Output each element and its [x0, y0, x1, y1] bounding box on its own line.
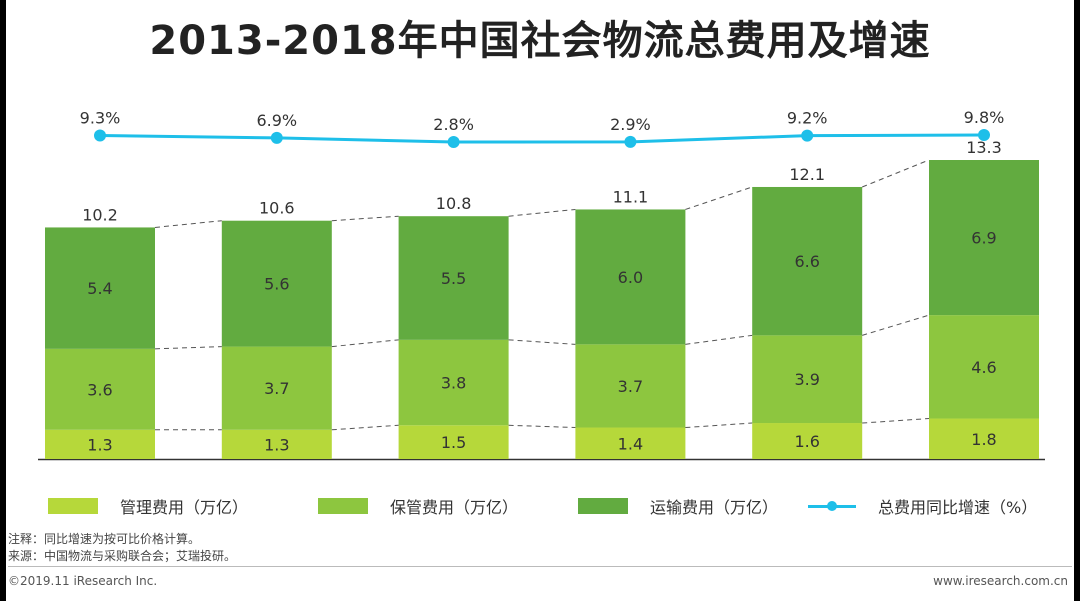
connector-transport-2016-2017 [685, 186, 753, 210]
growth-label-2013: 9.3% [80, 109, 121, 128]
chart-title: 2013-2018年中国社会物流总费用及增速 [149, 18, 931, 64]
value-label-transport-2016: 6.0 [618, 268, 643, 287]
growth-label-2014: 6.9% [256, 111, 297, 130]
bar-management-2017 [752, 423, 863, 459]
value-label-storage-2018: 4.6 [971, 358, 996, 377]
left-edge-strip [0, 0, 6, 601]
connector-storage-2015-2016 [508, 339, 576, 345]
growth-marker-2017 [801, 129, 814, 142]
growth-label-2016: 2.9% [610, 115, 651, 134]
bar-storage-2014 [221, 346, 332, 430]
growth-label-2018: 9.8% [964, 108, 1005, 127]
legend-item-storage: 保管费用（万亿） [318, 494, 518, 518]
value-label-management-2015: 1.5 [441, 433, 466, 452]
growth-marker-2018 [978, 129, 990, 141]
value-label-storage-2014: 3.7 [264, 379, 289, 398]
bar-storage-2017 [752, 335, 863, 424]
connector-management-2015-2016 [508, 424, 576, 429]
bar-management-2014 [221, 429, 332, 459]
total-label-2017: 12.1 [789, 165, 825, 184]
legend-label-storage: 保管费用（万亿） [390, 498, 519, 517]
bar-transport-2018 [929, 160, 1039, 316]
value-label-management-2017: 1.6 [794, 432, 819, 451]
chart-notes: 注释：同比增速为按可比价格计算。 来源：中国物流与采购联合会；艾瑞投研。 [8, 531, 236, 565]
legend-line-growth-icon [808, 498, 856, 514]
connector-transport-2014-2015 [331, 215, 399, 222]
total-label-2013: 10.2 [82, 205, 118, 224]
total-label-2018: 13.3 [966, 138, 1002, 157]
connector-management-2017-2018 [862, 418, 930, 424]
value-label-transport-2014: 5.6 [264, 275, 289, 294]
growth-rate-line [99, 133, 985, 144]
legend-label-growth: 总费用同比增速（%） [878, 498, 1038, 517]
total-label-2014: 10.6 [259, 199, 295, 218]
legend-item-management: 管理费用（万亿） [48, 494, 248, 518]
connector-transport-2013-2014 [154, 220, 222, 228]
legend-swatch-management [48, 498, 98, 514]
value-label-transport-2018: 6.9 [971, 229, 996, 248]
connector-storage-2017-2018 [862, 314, 930, 336]
growth-marker-2014 [270, 131, 283, 144]
connector-transport-2015-2016 [508, 208, 576, 217]
footer-website[interactable]: www.iresearch.com.cn [933, 574, 1068, 588]
value-label-storage-2016: 3.7 [618, 377, 643, 396]
connector-storage-2016-2017 [685, 334, 753, 345]
connector-management-2014-2015 [331, 424, 399, 431]
bar-storage-2018 [929, 315, 1039, 419]
legend-swatch-transport [578, 498, 628, 514]
source-text: 来源：中国物流与采购联合会；艾瑞投研。 [8, 549, 237, 563]
footer-divider [8, 566, 1072, 567]
bar-management-2013 [45, 429, 155, 459]
value-label-storage-2013: 3.6 [87, 380, 112, 399]
connector-transport-2017-2018 [862, 159, 930, 188]
legend-swatch-storage [318, 498, 368, 514]
bar-transport-2015 [398, 216, 509, 340]
bar-transport-2017 [752, 186, 863, 336]
bar-transport-2014 [221, 220, 332, 347]
value-label-transport-2013: 5.4 [87, 279, 112, 298]
connector-storage-2013-2014 [154, 346, 222, 350]
bar-transport-2016 [575, 209, 686, 345]
total-label-2016: 11.1 [613, 187, 649, 206]
growth-marker-2015 [447, 136, 460, 148]
connector-management-2016-2017 [685, 422, 753, 429]
growth-marker-2016 [624, 135, 637, 148]
growth-label-2015: 2.8% [433, 115, 474, 134]
note-text: 注释：同比增速为按可比价格计算。 [8, 532, 201, 546]
right-edge-strip [1074, 0, 1080, 601]
value-label-transport-2017: 6.6 [794, 252, 819, 271]
growth-label-2017: 9.2% [787, 109, 828, 128]
bar-management-2018 [929, 418, 1039, 459]
value-label-management-2016: 1.4 [618, 434, 643, 453]
growth-marker-2013 [94, 129, 106, 142]
legend-item-transport: 运输费用（万亿） [578, 494, 778, 518]
footer-copyright: ©2019.11 iResearch Inc. [8, 574, 158, 588]
connector-storage-2014-2015 [331, 339, 399, 348]
bar-management-2016 [575, 427, 686, 459]
value-label-management-2014: 1.3 [264, 435, 289, 454]
legend-item-growth: 总费用同比增速（%） [808, 494, 1037, 518]
bar-transport-2013 [45, 227, 155, 349]
bar-storage-2013 [45, 348, 155, 430]
legend-label-management: 管理费用（万亿） [120, 498, 249, 517]
value-label-management-2018: 1.8 [971, 430, 996, 449]
legend-label-transport: 运输费用（万亿） [650, 498, 779, 517]
value-label-management-2013: 1.3 [87, 435, 112, 454]
chart-legend: 管理费用（万亿） 保管费用（万亿） 运输费用（万亿） 总费用同比增速（%） [0, 494, 1080, 520]
value-label-storage-2015: 3.8 [441, 374, 466, 393]
total-label-2015: 10.8 [436, 194, 472, 213]
value-label-storage-2017: 3.9 [794, 370, 819, 389]
value-label-transport-2015: 5.5 [441, 269, 466, 288]
bar-storage-2015 [398, 339, 509, 426]
bar-storage-2016 [575, 344, 686, 428]
bar-management-2015 [398, 425, 509, 459]
